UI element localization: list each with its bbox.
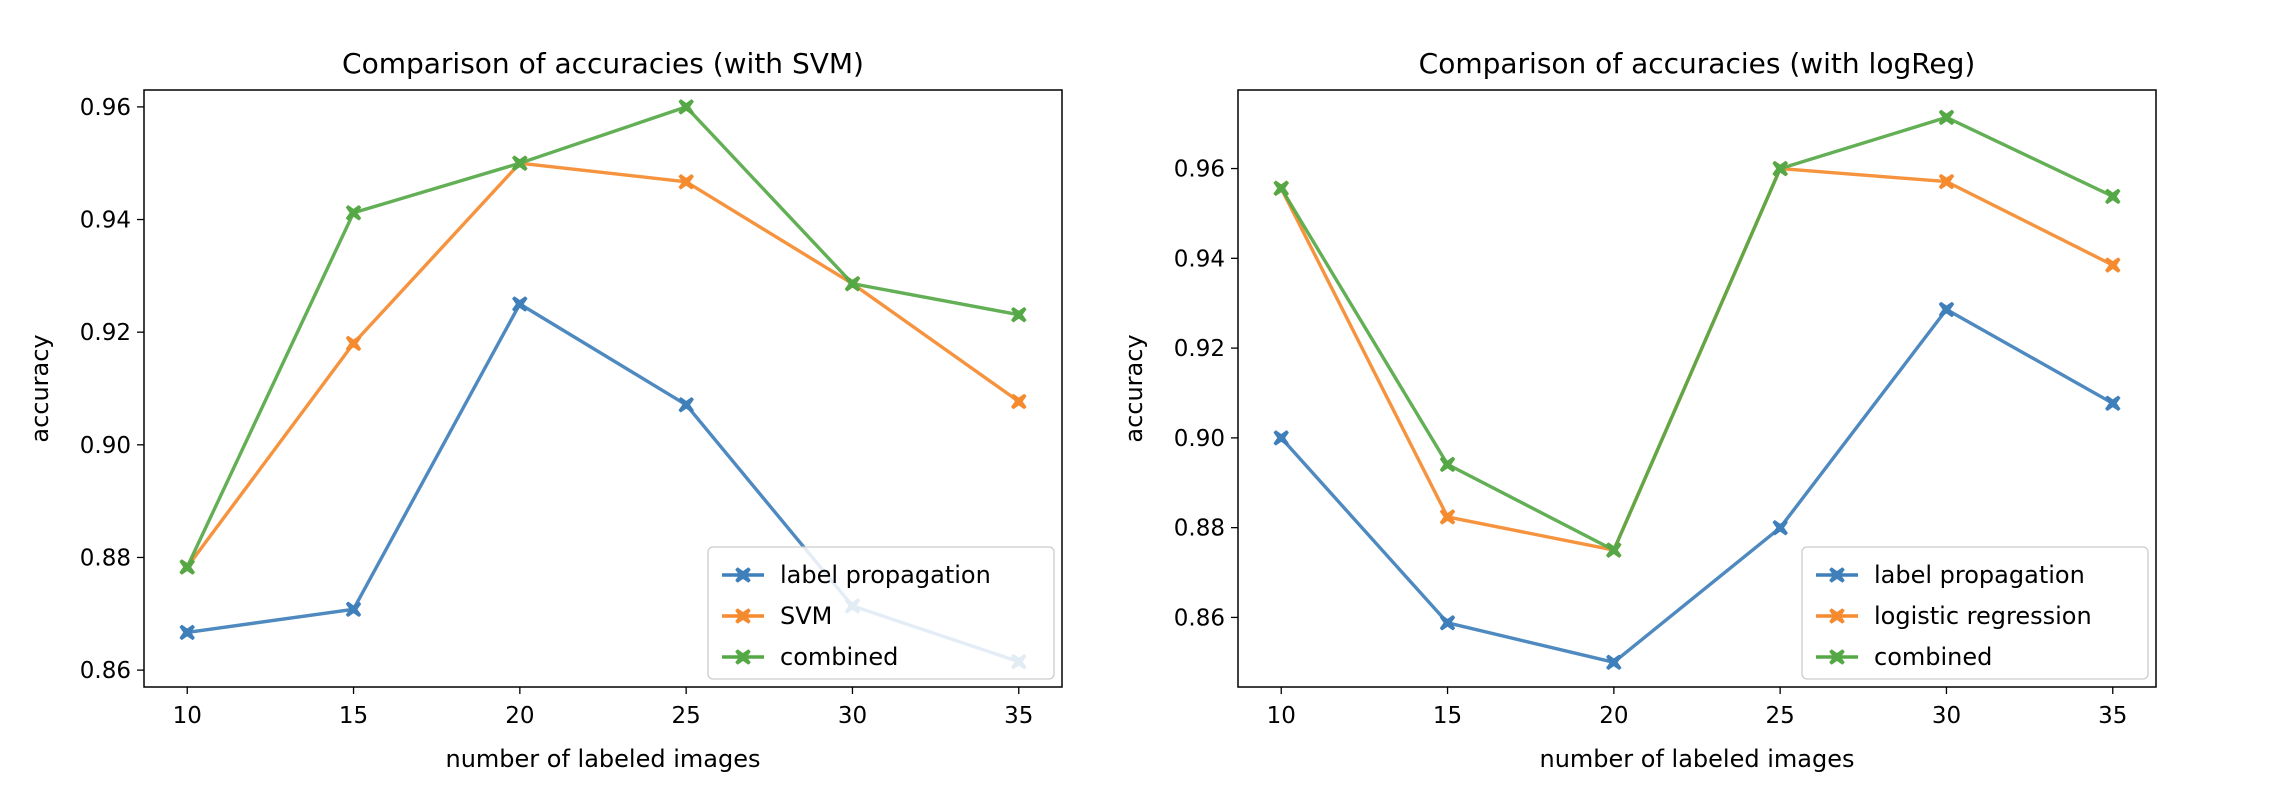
data-point [1606,542,1622,558]
axis-ticks: 10 15 20 25 30 35 0.86 0.88 0.90 0.92 0.94 0.96 [1174,157,2128,729]
series-line-2 [185,161,1020,569]
data-point [2105,395,2121,411]
data-point [1439,615,1456,631]
data-point [678,174,694,190]
y-tick-label: 0.86 [1174,605,1225,631]
legend: label propagation logistic regression comb… [1801,546,2149,680]
x-tick-label: 15 [339,703,368,729]
x-tick-label: 35 [2098,703,2127,729]
legend-marker [1829,608,1845,624]
y-tick-label: 0.94 [1174,246,1225,272]
data-point [678,397,694,413]
legend-label: logistic regression [1874,602,2092,630]
data-point [345,205,362,221]
y-tick-label: 0.86 [80,658,131,684]
legend-marker [735,567,751,583]
series-line-1 [1279,307,2114,664]
legend-label: label propagation [1874,561,2085,589]
x-tick-label: 20 [1599,703,1628,729]
data-point [179,559,195,575]
y-tick-label: 0.88 [1174,516,1225,542]
x-tick-label: 30 [838,703,867,729]
x-tick-label: 10 [173,703,202,729]
legend-marker [735,649,751,665]
data-point [1011,307,1027,323]
y-tick-label: 0.96 [80,95,131,121]
x-tick-label: 25 [672,703,701,729]
legend-label: combined [1874,643,1992,671]
plot-frame [1237,89,2157,688]
data-point [1439,456,1456,472]
x-axis-label: number of labeled images [446,745,761,773]
data-point [2105,188,2121,204]
series-line-3 [185,105,1020,568]
legend-box [1801,546,2149,680]
data-point [1772,161,1788,177]
data-point [1772,520,1788,536]
data-point [1606,654,1622,670]
y-tick-label: 0.92 [80,320,131,346]
series-layer [1273,109,2121,670]
y-axis-label: accuracy [26,334,54,442]
x-tick-label: 30 [1932,703,1961,729]
x-tick-label: 20 [505,703,534,729]
y-tick-label: 0.90 [1174,426,1225,452]
x-tick-label: 35 [1004,703,1033,729]
data-point [1938,301,1955,318]
data-point [512,155,528,171]
data-point [678,99,694,115]
legend-label: SVM [780,602,832,630]
chart-svm-panel: Comparison of accuracies (with SVM) numb… [26,47,1063,773]
data-point [844,276,861,292]
legend: label propagation SVM combined [707,546,1055,680]
data-point [1011,393,1027,410]
x-tick-label: 15 [1433,703,1462,729]
data-point [345,335,362,351]
y-tick-label: 0.90 [80,433,131,459]
data-point [1439,509,1456,525]
y-tick-label: 0.92 [1174,336,1225,362]
chart-title: Comparison of accuracies (with SVM) [342,47,864,80]
data-point [1273,180,1289,196]
data-point [1273,430,1289,446]
legend-marker [1829,649,1845,665]
data-point [179,624,195,641]
data-point [345,601,362,617]
data-point [512,296,528,312]
y-tick-label: 0.94 [80,208,131,234]
legend-label: label propagation [780,561,991,589]
chart-logreg-panel: Comparison of accuracies (with logReg) n… [1120,47,2157,773]
axis-ticks: 10 15 20 25 30 35 0.86 0.88 0.90 0.92 0.94 0.96 [80,95,1034,729]
legend-marker [1829,567,1845,583]
legend-label: combined [780,643,898,671]
data-point [1938,174,1955,190]
y-axis-label: accuracy [1120,334,1148,442]
chart-title: Comparison of accuracies (with logReg) [1419,47,1976,80]
data-point [2105,257,2121,273]
plot-frame [143,89,1063,688]
legend-marker [735,608,751,624]
y-tick-label: 0.96 [1174,157,1225,183]
y-tick-label: 0.88 [80,545,131,571]
x-tick-label: 25 [1766,703,1795,729]
x-tick-label: 10 [1267,703,1296,729]
data-point [1938,109,1955,126]
series-line-3 [1279,115,2114,552]
legend-box [707,546,1055,680]
x-axis-label: number of labeled images [1540,745,1855,773]
